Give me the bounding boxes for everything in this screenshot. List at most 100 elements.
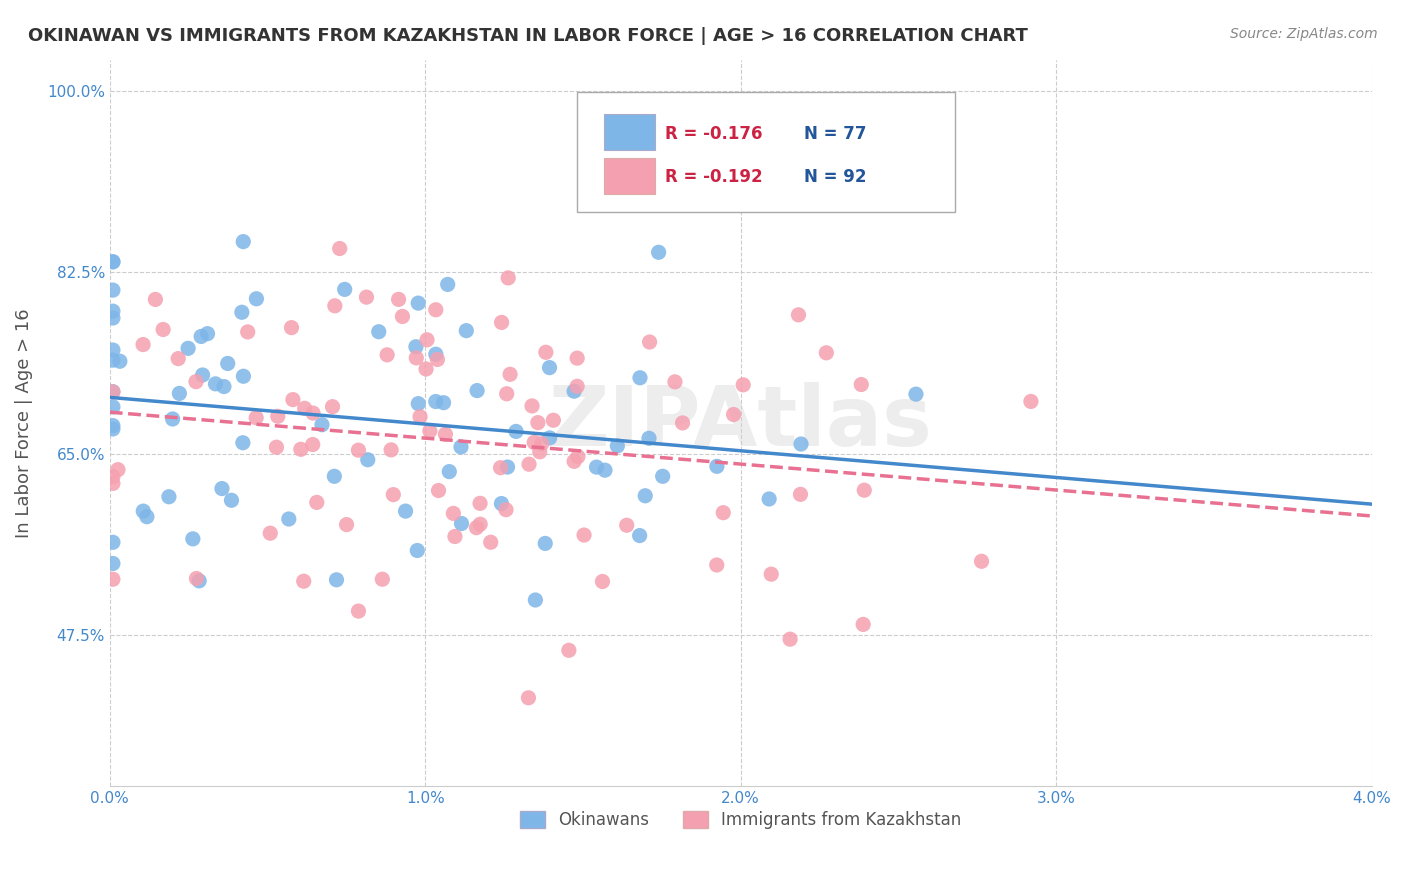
Point <box>101 255 124 269</box>
Point <box>191 368 214 382</box>
Point <box>711 506 734 520</box>
Point <box>162 412 184 426</box>
Point <box>572 528 595 542</box>
Point <box>101 304 124 318</box>
Point <box>101 535 124 549</box>
Point <box>245 292 267 306</box>
Point <box>101 418 124 433</box>
Point <box>277 512 299 526</box>
Point <box>356 290 378 304</box>
Text: R = -0.192: R = -0.192 <box>665 169 762 186</box>
Point <box>638 334 661 349</box>
Point <box>530 436 553 450</box>
Point <box>489 460 512 475</box>
Point <box>853 483 876 498</box>
Point <box>538 431 561 445</box>
Point <box>527 416 550 430</box>
Point <box>534 536 557 550</box>
Point <box>101 283 124 297</box>
Point <box>558 643 581 657</box>
Point <box>517 457 540 471</box>
Point <box>347 443 370 458</box>
Point <box>562 384 585 399</box>
Point <box>852 617 875 632</box>
Point <box>491 315 513 329</box>
Point <box>406 543 429 558</box>
Point <box>329 242 352 256</box>
Point <box>591 574 613 589</box>
Point <box>496 271 519 285</box>
Point <box>434 427 457 442</box>
Point <box>101 343 124 357</box>
Point <box>499 368 522 382</box>
Point <box>169 386 191 401</box>
Text: Source: ZipAtlas.com: Source: ZipAtlas.com <box>1230 27 1378 41</box>
Point <box>647 245 669 260</box>
Point <box>651 469 673 483</box>
Point <box>101 400 124 414</box>
Point <box>211 482 233 496</box>
Point <box>534 345 557 359</box>
Point <box>323 299 346 313</box>
Point <box>465 384 488 398</box>
Point <box>758 491 780 506</box>
FancyBboxPatch shape <box>576 92 955 212</box>
Point <box>325 573 347 587</box>
Point <box>232 369 254 384</box>
Point <box>517 690 540 705</box>
Point <box>280 320 302 334</box>
Point <box>217 356 239 370</box>
Point <box>495 386 517 401</box>
Point <box>470 517 492 532</box>
Point <box>232 435 254 450</box>
Point <box>439 465 461 479</box>
Text: N = 92: N = 92 <box>804 169 866 186</box>
Point <box>628 528 651 542</box>
Point <box>593 463 616 477</box>
Point <box>302 406 325 420</box>
Point <box>723 408 745 422</box>
Point <box>450 516 472 531</box>
Point <box>638 431 661 445</box>
Point <box>101 422 124 436</box>
Point <box>450 440 472 454</box>
Point <box>357 452 380 467</box>
Point <box>426 352 449 367</box>
Point <box>628 371 651 385</box>
Point <box>301 437 323 451</box>
Point <box>101 476 124 491</box>
Bar <box>605 158 655 194</box>
Point <box>761 567 783 582</box>
Point <box>145 293 167 307</box>
Point <box>405 340 427 354</box>
Point <box>436 277 458 292</box>
Point <box>132 504 155 518</box>
Point <box>311 417 333 432</box>
Point <box>101 254 124 268</box>
Point <box>562 454 585 468</box>
Point <box>567 351 589 365</box>
Point <box>197 326 219 341</box>
Point <box>335 517 357 532</box>
Point <box>181 532 204 546</box>
Point <box>107 463 129 477</box>
Point <box>409 409 432 424</box>
Point <box>184 375 207 389</box>
Point <box>135 509 157 524</box>
Point <box>190 329 212 343</box>
Point <box>427 483 450 498</box>
Point <box>391 310 413 324</box>
Point <box>371 572 394 586</box>
Text: R = -0.176: R = -0.176 <box>665 125 762 143</box>
Point <box>456 324 478 338</box>
Point <box>406 397 429 411</box>
Point <box>468 496 491 510</box>
Point <box>387 293 409 307</box>
Point <box>479 535 502 549</box>
Point <box>101 557 124 571</box>
Point <box>394 504 416 518</box>
Point <box>367 325 389 339</box>
Point <box>231 305 253 319</box>
Point <box>425 302 447 317</box>
Point <box>523 435 546 450</box>
